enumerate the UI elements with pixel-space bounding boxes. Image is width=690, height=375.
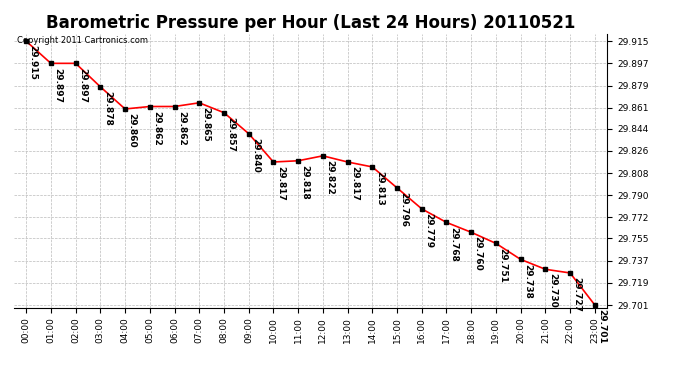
Text: 29.897: 29.897 — [78, 68, 87, 102]
Text: 29.817: 29.817 — [350, 166, 359, 201]
Text: 29.860: 29.860 — [128, 113, 137, 148]
Text: 29.840: 29.840 — [251, 138, 260, 172]
Text: 29.817: 29.817 — [276, 166, 285, 201]
Text: 29.818: 29.818 — [301, 165, 310, 200]
Text: 29.779: 29.779 — [424, 213, 433, 248]
Text: 29.878: 29.878 — [103, 91, 112, 126]
Text: 29.730: 29.730 — [548, 273, 557, 308]
Text: 29.768: 29.768 — [449, 226, 458, 261]
Text: 29.865: 29.865 — [201, 107, 210, 142]
Text: 29.813: 29.813 — [375, 171, 384, 206]
Text: 29.738: 29.738 — [523, 264, 532, 298]
Text: 29.822: 29.822 — [325, 160, 335, 195]
Text: 29.796: 29.796 — [400, 192, 408, 227]
Title: Barometric Pressure per Hour (Last 24 Hours) 20110521: Barometric Pressure per Hour (Last 24 Ho… — [46, 14, 575, 32]
Text: 29.751: 29.751 — [498, 248, 507, 282]
Text: 29.727: 29.727 — [573, 277, 582, 312]
Text: Copyright 2011 Cartronics.com: Copyright 2011 Cartronics.com — [17, 36, 148, 45]
Text: 29.915: 29.915 — [28, 45, 38, 80]
Text: 29.862: 29.862 — [152, 111, 161, 146]
Text: 29.701: 29.701 — [598, 309, 607, 344]
Text: 29.862: 29.862 — [177, 111, 186, 146]
Text: 29.760: 29.760 — [473, 237, 483, 271]
Text: 29.897: 29.897 — [53, 68, 62, 102]
Text: 29.857: 29.857 — [226, 117, 235, 152]
